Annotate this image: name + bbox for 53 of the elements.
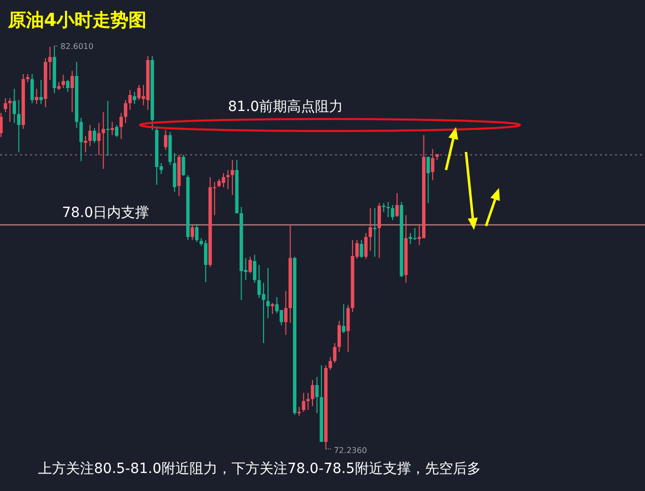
candlestick [190, 224, 194, 241]
candlestick [395, 192, 399, 218]
candlestick [390, 204, 394, 221]
candlestick [222, 172, 226, 188]
candlestick [34, 88, 38, 104]
candlestick [195, 224, 198, 242]
annotation: 82.6010 [60, 42, 94, 51]
candlestick [364, 232, 368, 260]
candlestick [110, 121, 114, 136]
annotation: 72.2360 [334, 446, 367, 455]
candlestick [119, 112, 123, 140]
candlestick [342, 304, 346, 334]
candlestick [426, 156, 430, 204]
candlestick [408, 232, 412, 244]
candlestick [248, 256, 252, 274]
candlestick [17, 100, 20, 153]
candlestick [230, 159, 234, 196]
candlestick [128, 89, 132, 110]
candlestick [262, 282, 266, 344]
candlestick [378, 202, 381, 258]
chart-title: 原油4小时走势图 [7, 10, 147, 31]
candlestick [132, 91, 136, 104]
candlestick [338, 320, 341, 353]
candlestick [284, 290, 288, 336]
candlestick [346, 304, 350, 353]
candlestick [306, 392, 310, 410]
ref-line-label: 78.0日内支撑 [62, 204, 150, 221]
candlestick [270, 302, 274, 314]
candlestick [302, 392, 306, 412]
candlestick [430, 148, 434, 181]
candlestick [12, 88, 16, 124]
candlestick [70, 70, 74, 113]
text: 上方关注80.5-81.0附近阻力，下方关注78.0-78.5附近支撑，先空后多 [38, 461, 481, 477]
candlestick [368, 208, 372, 252]
candlestick [226, 170, 230, 190]
candlestick [30, 74, 34, 104]
candlestick [124, 100, 128, 124]
candlestick [360, 240, 364, 258]
candlestick [0, 112, 3, 138]
annotation: 81.0前期高点阻力 [228, 99, 344, 115]
candlestick [333, 342, 336, 364]
candlestick [62, 74, 65, 89]
candlestick [84, 135, 88, 153]
candlestick [79, 117, 83, 162]
candlestick [4, 98, 8, 113]
candlestick [97, 122, 101, 156]
candlestick [102, 112, 106, 170]
candlestick [328, 356, 332, 370]
candlestick [252, 254, 256, 284]
candlestick [164, 130, 168, 150]
candlestick [115, 124, 118, 138]
candlestick [39, 79, 43, 104]
candlestick [66, 79, 70, 92]
